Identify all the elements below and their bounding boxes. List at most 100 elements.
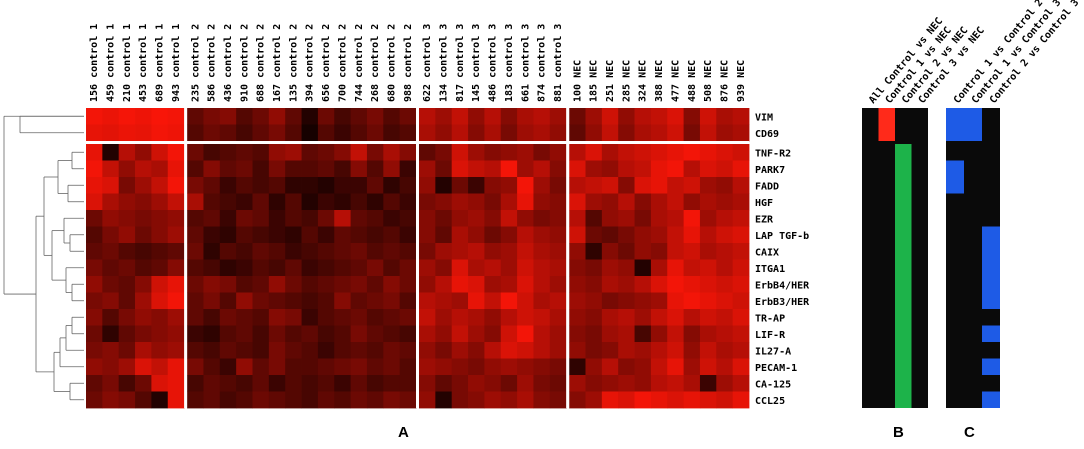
column-label: 661 control 3 <box>520 24 531 102</box>
heatmap-cell <box>533 276 551 293</box>
heatmap-cell <box>451 144 469 161</box>
heatmap-cell <box>618 144 635 161</box>
heatmap-cell <box>135 259 152 277</box>
heatmap-cell <box>118 177 136 194</box>
heatmap-cell <box>517 177 534 194</box>
heatmap-cell <box>634 210 652 227</box>
heatmap-cell <box>86 108 103 125</box>
heatmap-cell <box>699 160 717 178</box>
heatmap-cell <box>219 243 237 260</box>
heatmap-cell <box>419 292 436 310</box>
heatmap-cell <box>569 276 586 293</box>
column-label: 586 control 2 <box>207 24 218 102</box>
heatmap-cell <box>203 210 221 227</box>
heatmap-cell <box>102 375 120 392</box>
heatmap-cell <box>317 276 335 293</box>
heatmap-cell <box>716 160 734 178</box>
heatmap-cell <box>167 276 185 293</box>
heatmap-cell <box>435 391 453 409</box>
heatmap-cell <box>634 342 652 359</box>
column-label: 988 control 2 <box>403 24 414 102</box>
heatmap-cell <box>699 375 717 392</box>
heatmap-cell <box>102 276 120 293</box>
heatmap-cell <box>468 193 485 211</box>
heatmap-cell <box>634 108 652 125</box>
heatmap-cell <box>468 325 485 343</box>
heatmap-cell <box>451 375 469 392</box>
heatmap-cell <box>187 243 204 260</box>
heatmap-cell <box>419 276 436 293</box>
heatmap-cell <box>601 391 619 409</box>
heatmap-cell <box>383 358 401 376</box>
heatmap-cell <box>419 309 436 326</box>
heatmap-cell <box>285 292 302 310</box>
heatmap-cell <box>549 177 567 194</box>
heatmap-cell <box>151 309 169 326</box>
significance-mark <box>964 108 982 141</box>
heatmap-cell <box>533 391 551 409</box>
column-label: 477 NEC <box>670 60 681 102</box>
column-label: 680 control 2 <box>386 24 397 102</box>
heatmap-cell <box>118 144 136 161</box>
heatmap-cell <box>716 309 734 326</box>
heatmap-cell <box>699 391 717 409</box>
heatmap-cell <box>716 193 734 211</box>
heatmap-cell <box>135 193 152 211</box>
heatmap-cell <box>667 243 684 260</box>
significance-mark <box>895 144 912 408</box>
heatmap-cell <box>500 259 518 277</box>
column-label: 183 control 3 <box>504 24 515 102</box>
heatmap-cell <box>350 358 368 376</box>
heatmap-cell <box>634 243 652 260</box>
heatmap-cell <box>383 259 401 277</box>
heatmap-cell <box>683 160 701 178</box>
heatmap-cell <box>468 259 485 277</box>
heatmap-cell <box>585 325 603 343</box>
column-label: 508 NEC <box>703 60 714 102</box>
heatmap-cell <box>151 342 169 359</box>
heatmap-cell <box>399 276 417 293</box>
heatmap-cell <box>399 325 417 343</box>
heatmap-cell <box>203 243 221 260</box>
heatmap-cell <box>219 259 237 277</box>
heatmap-cell <box>383 243 401 260</box>
heatmap-cell <box>86 124 103 142</box>
heatmap-cell <box>366 325 384 343</box>
heatmap-cell <box>533 108 551 125</box>
heatmap-cell <box>667 358 684 376</box>
heatmap-cell <box>650 226 668 244</box>
column-label: 100 NEC <box>572 60 583 102</box>
heatmap-cell <box>350 276 368 293</box>
heatmap-cell <box>285 243 302 260</box>
heatmap-cell <box>203 342 221 359</box>
heatmap-row-labels: VIM CD69 TNF-R2 PARK7 FADD HGF EZR LAP TGF-b CAI… <box>755 112 810 407</box>
heatmap-cell <box>86 375 103 392</box>
heatmap-cell <box>118 342 136 359</box>
heatmap-cell <box>667 160 684 178</box>
heatmap-cell <box>732 144 750 161</box>
heatmap-cell <box>252 391 270 409</box>
heatmap-cell <box>135 243 152 260</box>
heatmap-cell <box>732 177 750 194</box>
heatmap-cell <box>252 144 270 161</box>
heatmap-cell <box>151 144 169 161</box>
heatmap-cell <box>317 259 335 277</box>
heatmap-cell <box>102 210 120 227</box>
heatmap-cell <box>601 177 619 194</box>
heatmap-cell <box>585 276 603 293</box>
heatmap-cell <box>118 391 136 409</box>
group-separator <box>566 108 570 408</box>
heatmap-cell <box>699 292 717 310</box>
heatmap-cell <box>383 391 401 409</box>
heatmap-cell <box>484 108 502 125</box>
heatmap-cell <box>135 276 152 293</box>
heatmap-cell <box>285 342 302 359</box>
heatmap-cell <box>383 160 401 178</box>
heatmap-cell <box>683 210 701 227</box>
heatmap-cell <box>667 210 684 227</box>
heatmap-cell <box>419 193 436 211</box>
heatmap-cell <box>468 108 485 125</box>
heatmap-cell <box>151 375 169 392</box>
heatmap-cell <box>219 108 237 125</box>
heatmap-cell <box>187 108 204 125</box>
